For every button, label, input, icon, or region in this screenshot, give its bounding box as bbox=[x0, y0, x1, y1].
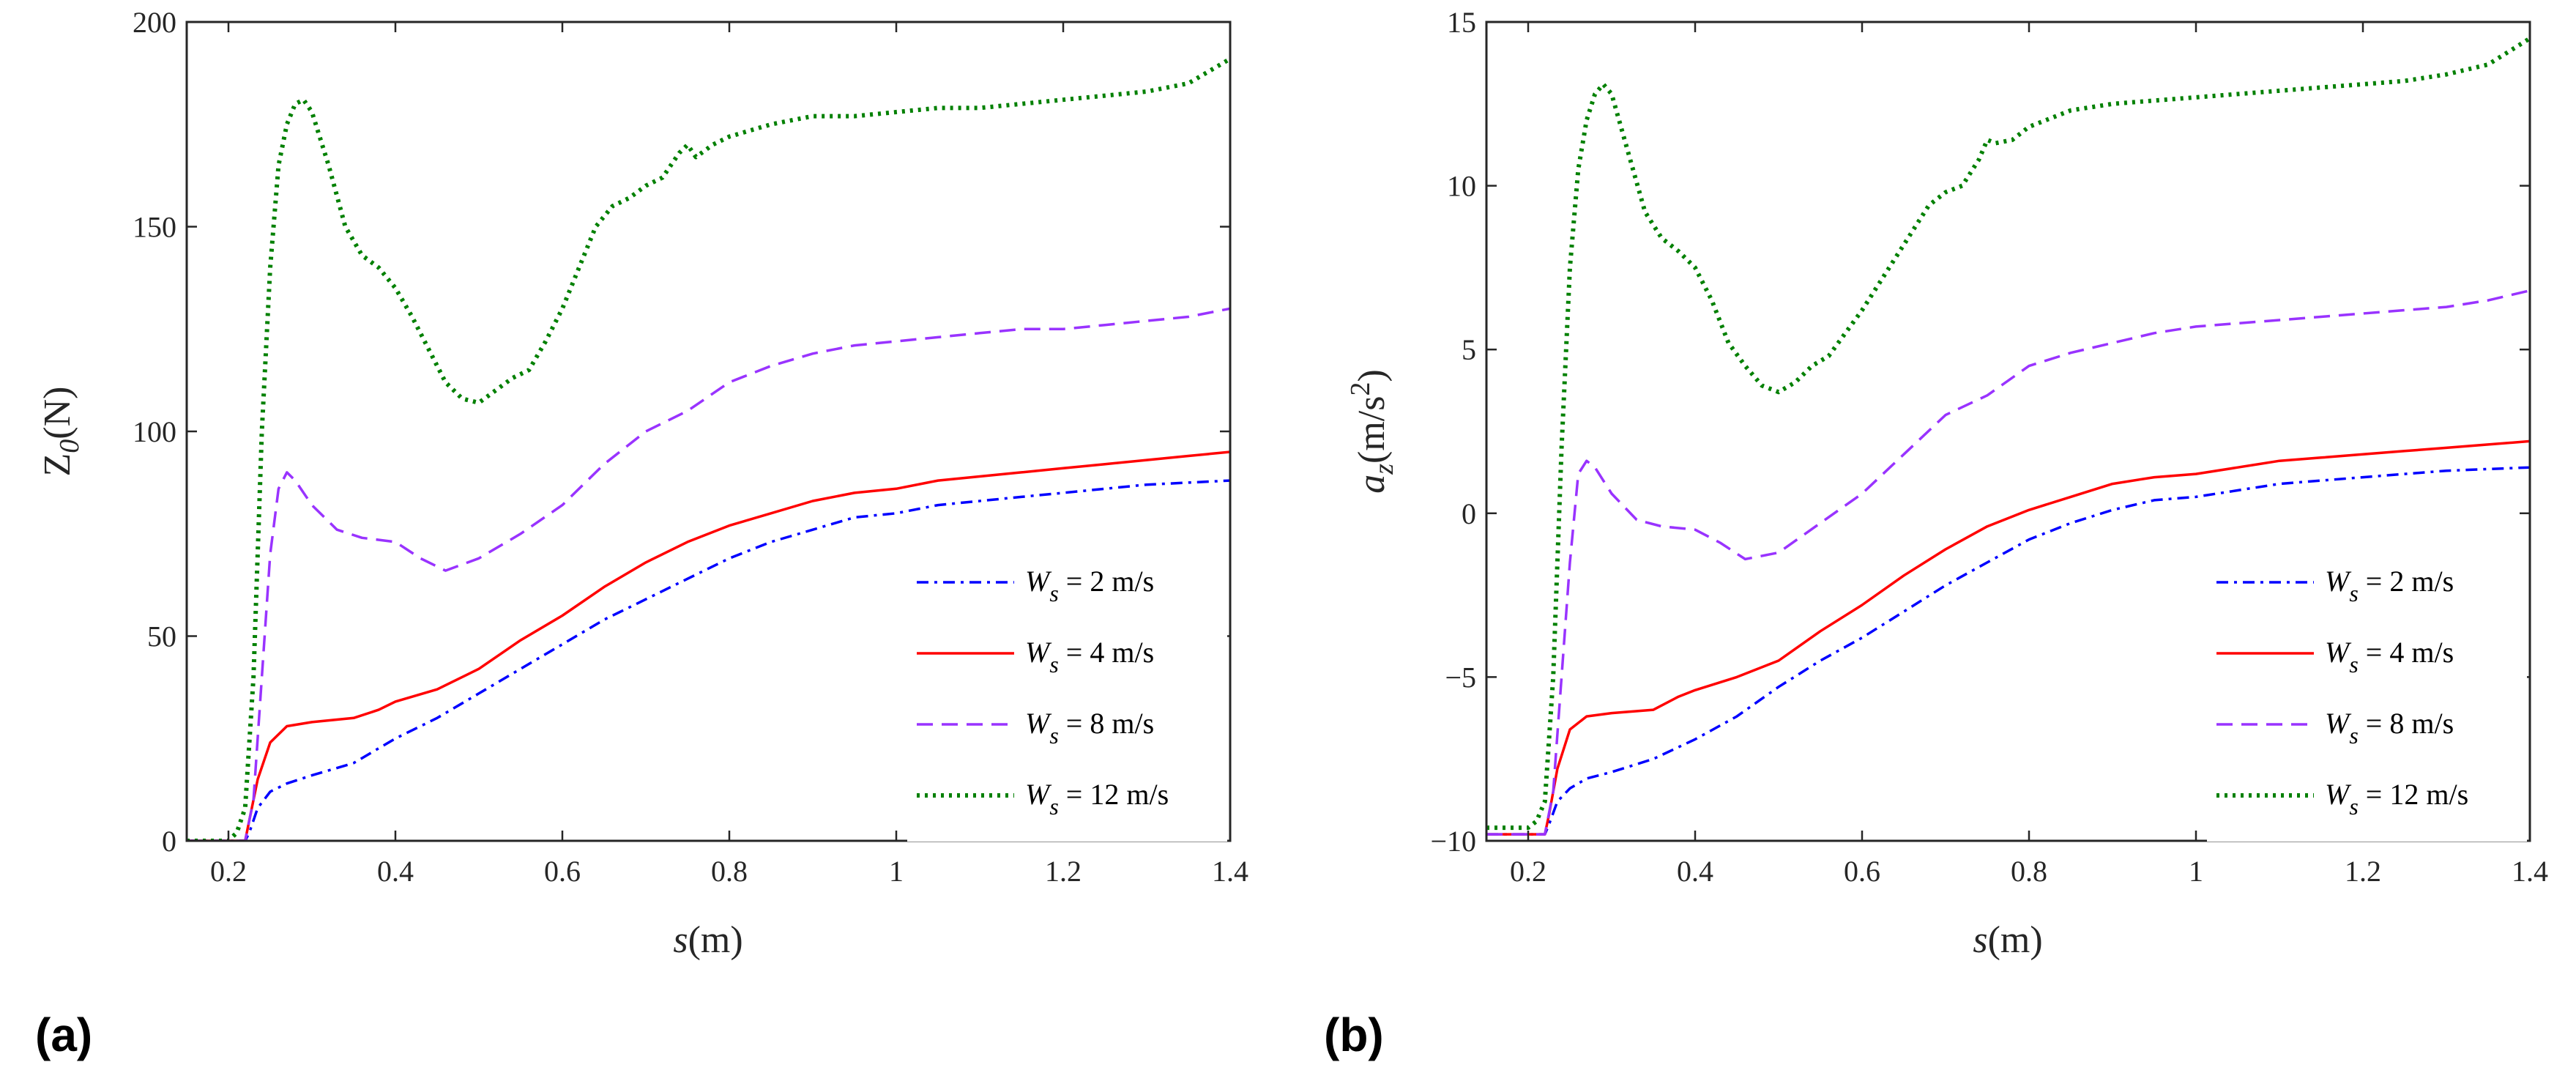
c1-y-tick-label: 0 bbox=[1462, 497, 1476, 530]
c0-y-tick-label: 200 bbox=[133, 6, 176, 39]
c1-x-tick-label: 0.4 bbox=[1677, 855, 1713, 888]
c1-legend: Ws = 2 m/sWs = 4 m/sWs = 8 m/sWs = 12 m/… bbox=[2208, 548, 2526, 841]
figure: 0.2 0.4 0.6 0.8 1 1.2 1.4050100150200s(m)Z0(N)… bbox=[0, 0, 2576, 1073]
c0-x-tick-label: 1.2 bbox=[1045, 855, 1082, 888]
c0-x-tick-label: 1.4 bbox=[1212, 855, 1248, 888]
c1-x-tick-label: 0.6 bbox=[1844, 855, 1880, 888]
c1-x-tick-label: 1.2 bbox=[2345, 855, 2381, 888]
chart-panel-b: 0.2 0.4 0.6 0.8 1 1.2 1.4 −10 −5 0 5 10 15 s(m) az(m/s… bbox=[1324, 6, 2548, 1061]
c1-y-tick-label: −10 bbox=[1430, 825, 1476, 858]
panel-label-a: (a) bbox=[35, 1009, 92, 1061]
c1-x-tick-label: 1.4 bbox=[2512, 855, 2548, 888]
c1-y-tick-label: 15 bbox=[1447, 6, 1476, 39]
c0-x-tick-label: 0.2 bbox=[210, 855, 247, 888]
c0-y-tick-label: 0 bbox=[162, 825, 176, 858]
c0-x-axis-label: s(m) bbox=[673, 919, 742, 961]
c1-x-tick-label: 1 bbox=[2189, 855, 2203, 888]
c0-x-tick-label: 0.6 bbox=[544, 855, 581, 888]
c0-x-tick-label: 0.4 bbox=[377, 855, 414, 888]
c1-y-tick-label: 5 bbox=[1462, 333, 1476, 366]
c0-x-tick-label: 1 bbox=[889, 855, 904, 888]
c1-y-axis-label: az(m/s2) bbox=[1345, 369, 1399, 494]
c1-x-tick-label: 0.2 bbox=[1510, 855, 1546, 888]
c0-y-tick-label: 100 bbox=[133, 415, 176, 448]
c0-y-axis-label: Z0(N) bbox=[37, 387, 85, 477]
c0-legend: Ws = 2 m/sWs = 4 m/sWs = 8 m/sWs = 12 m/… bbox=[908, 548, 1226, 841]
c1-y-tick-label: 10 bbox=[1447, 170, 1476, 203]
panel-label-b: (b) bbox=[1324, 1009, 1384, 1061]
c1-x-tick-label: 0.8 bbox=[2011, 855, 2047, 888]
c1-x-axis-label: s(m) bbox=[1973, 919, 2042, 961]
c1-y-tick-label: −5 bbox=[1445, 661, 1476, 694]
c0-y-tick-label: 150 bbox=[133, 211, 176, 244]
c0-y-tick-label: 50 bbox=[147, 620, 176, 653]
c0-x-tick-label: 0.8 bbox=[711, 855, 748, 888]
chart-panel-a: 0.2 0.4 0.6 0.8 1 1.2 1.4 0 50 100 150 200 s(m) Z0(N)… bbox=[35, 6, 1248, 1061]
